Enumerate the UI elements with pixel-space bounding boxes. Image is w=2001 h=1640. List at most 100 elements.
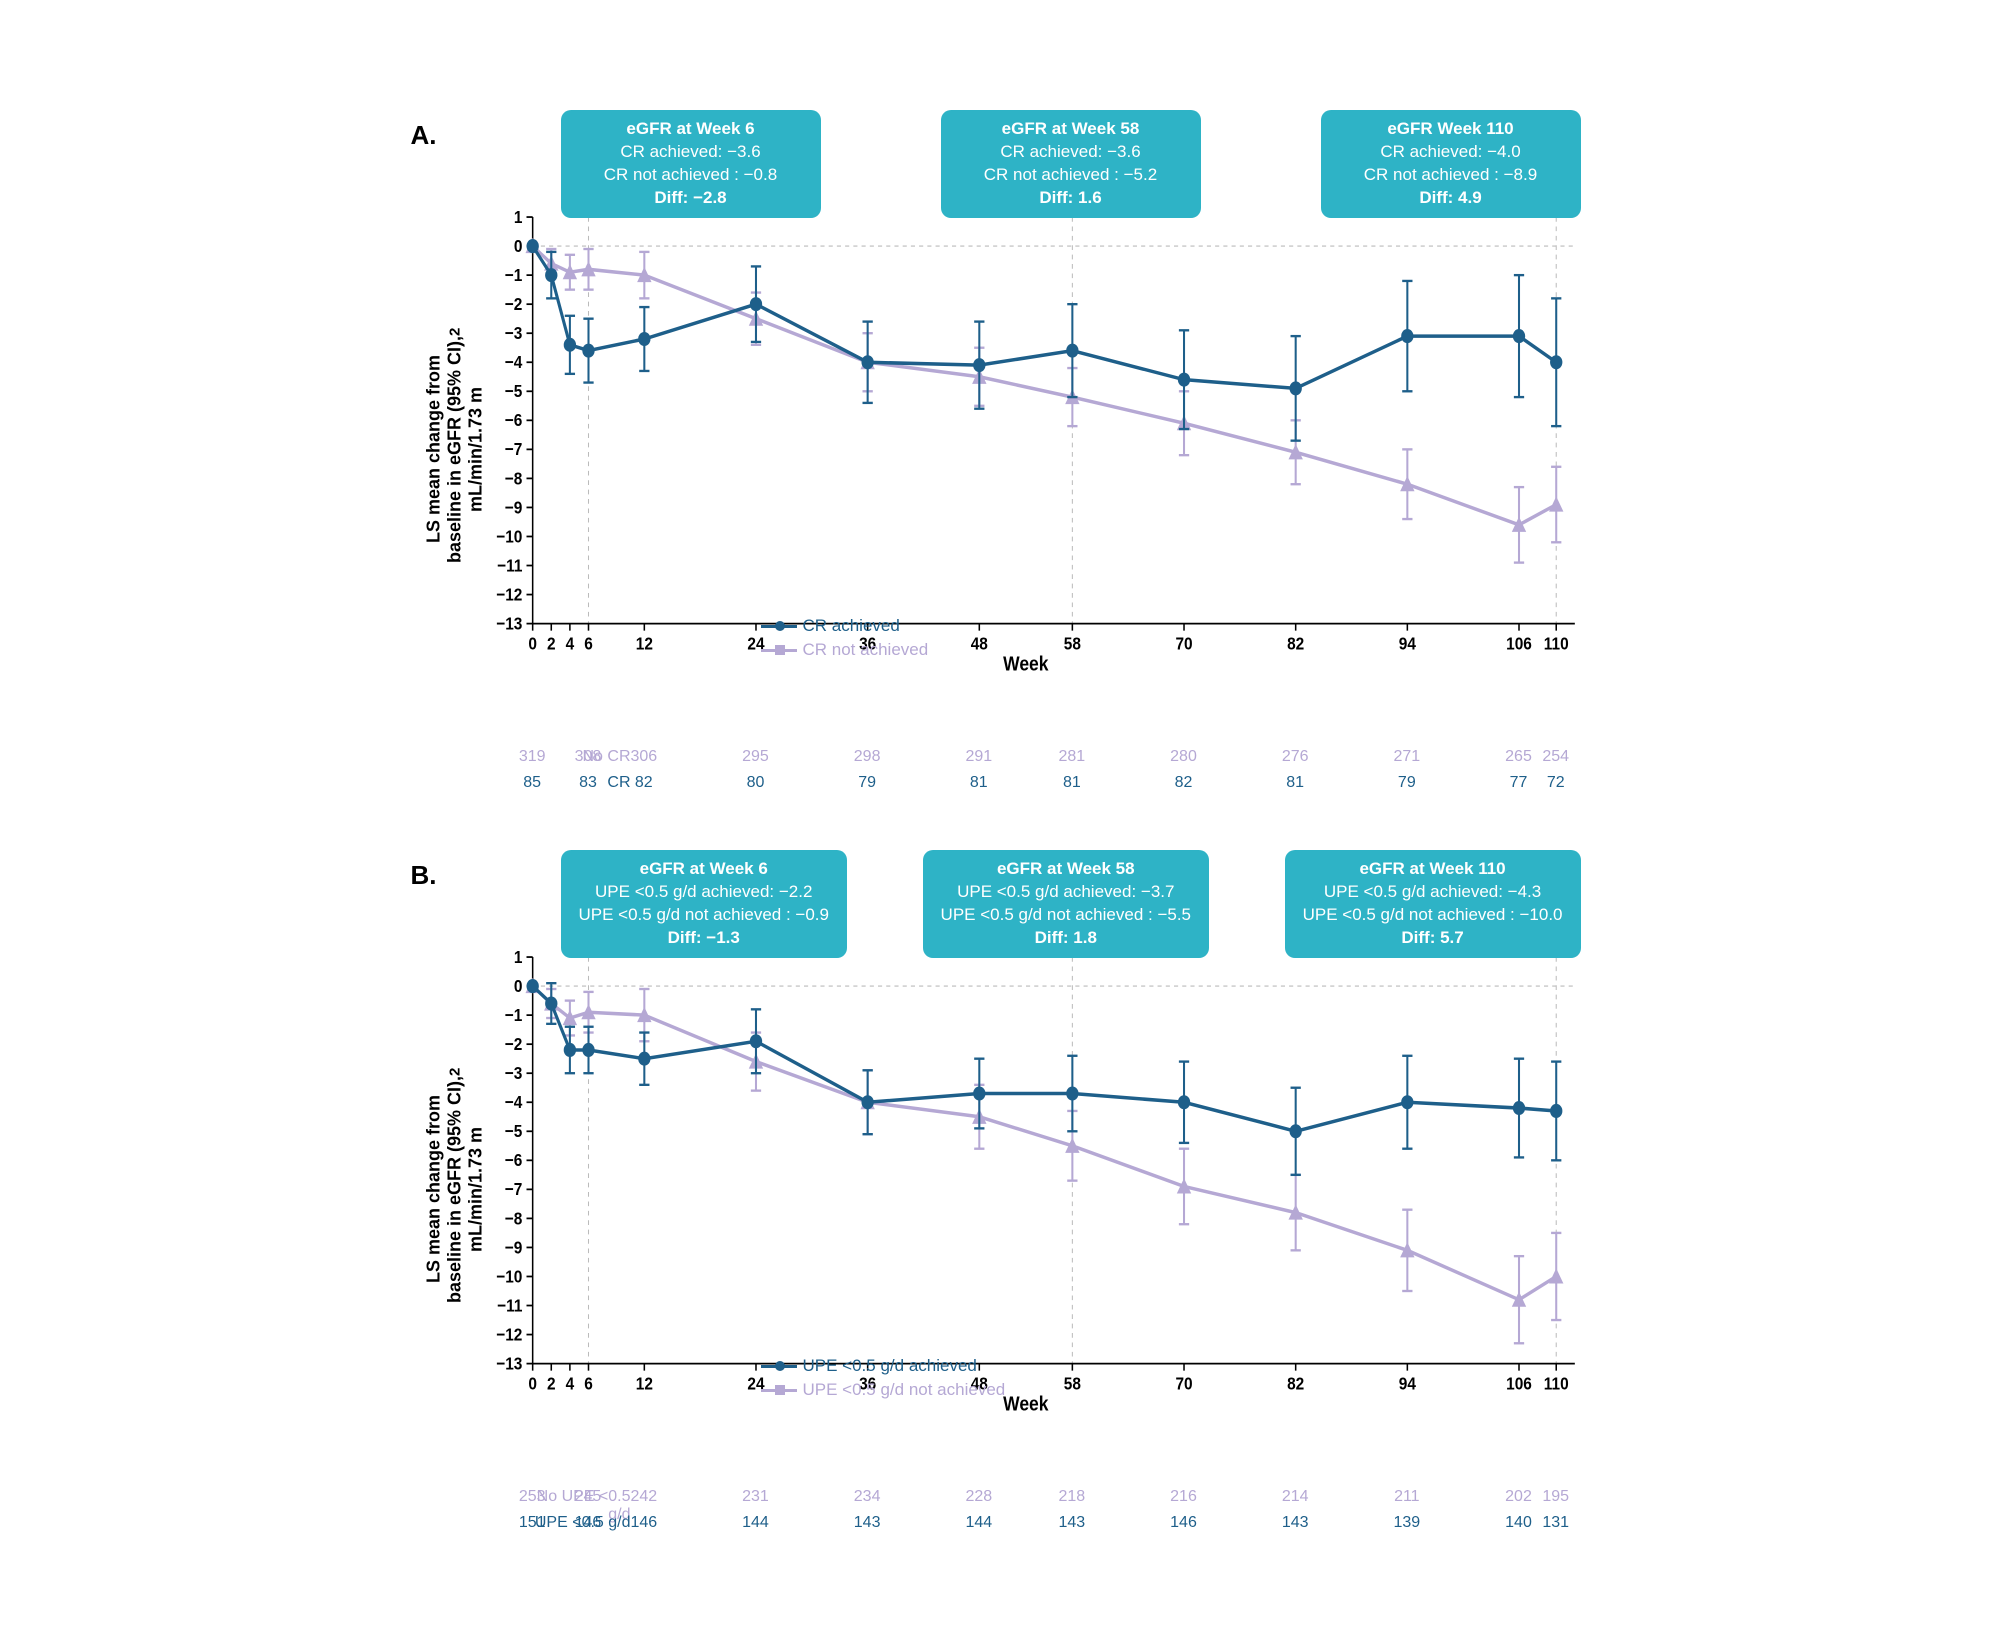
callout-title: eGFR at Week 6 [579, 858, 829, 881]
marker-circle [1401, 329, 1413, 343]
marker-circle [526, 979, 538, 993]
risk-value: 253 [510, 1488, 554, 1506]
callout-line: UPE <0.5 g/d not achieved : −10.0 [1303, 904, 1563, 927]
risk-value: 234 [845, 1488, 889, 1506]
risk-value: 82 [622, 774, 666, 792]
risk-value: 195 [1534, 1488, 1578, 1506]
callout-diff: Diff: 1.8 [941, 927, 1191, 950]
risk-value: 298 [845, 748, 889, 766]
callout-line: UPE <0.5 g/d achieved: −3.7 [941, 881, 1191, 904]
risk-value: 280 [1162, 748, 1206, 766]
y-tick-label: −6 [504, 410, 522, 430]
callout-line: CR not achieved : −0.8 [579, 164, 803, 187]
callout-line: UPE <0.5 g/d achieved: −4.3 [1303, 881, 1563, 904]
y-tick-label: −9 [504, 1237, 522, 1257]
callout: eGFR Week 110CR achieved: −4.0CR not ach… [1321, 110, 1581, 218]
marker-circle [973, 358, 985, 372]
marker-circle [638, 332, 650, 346]
x-tick-label: 70 [1175, 633, 1192, 653]
x-tick-label: 110 [1543, 1373, 1568, 1393]
marker-circle [638, 1052, 650, 1066]
legend-swatch [761, 1389, 797, 1392]
y-tick-label: −7 [504, 1179, 522, 1199]
callout-diff: Diff: 1.6 [959, 187, 1183, 210]
callout-line: CR not achieved : −5.2 [959, 164, 1183, 187]
marker-circle [749, 1034, 761, 1048]
x-tick-label: 4 [565, 633, 574, 653]
callout-line: CR achieved: −4.0 [1339, 141, 1563, 164]
risk-value: 79 [1385, 774, 1429, 792]
y-tick-label: −1 [504, 1005, 522, 1025]
risk-value: 143 [845, 1514, 889, 1532]
x-tick-label: 0 [528, 633, 537, 653]
risk-value: 295 [733, 748, 777, 766]
y-tick-label: −5 [504, 1121, 522, 1141]
panel-letter: B. [411, 860, 437, 891]
risk-row: CR858382807981818281797772 [571, 774, 1581, 800]
callout: eGFR at Week 58UPE <0.5 g/d achieved: −3… [923, 850, 1209, 958]
risk-value: 80 [733, 774, 777, 792]
panel-letter: A. [411, 120, 437, 151]
risk-value: 231 [733, 1488, 777, 1506]
risk-value: 291 [957, 748, 1001, 766]
plot-area: 10−1−2−3−4−5−6−7−8−9−10−11−12−1302461224… [471, 950, 1581, 1420]
callout-diff: Diff: −2.8 [579, 187, 803, 210]
y-tick-label: −3 [504, 1063, 522, 1083]
panel-a: A.eGFR at Week 6CR achieved: −3.6CR not … [401, 110, 1601, 810]
marker-triangle [1549, 496, 1563, 511]
y-tick-label: −4 [504, 352, 522, 372]
x-tick-label: 6 [584, 1373, 593, 1393]
marker-circle [545, 996, 557, 1010]
marker-circle [545, 268, 557, 282]
callout-line: CR achieved: −3.6 [579, 141, 803, 164]
marker-circle [1512, 329, 1524, 343]
risk-value: 306 [622, 748, 666, 766]
y-tick-label: −10 [496, 1266, 522, 1286]
risk-value: 72 [1534, 774, 1578, 792]
risk-value: 281 [1050, 748, 1094, 766]
y-tick-label: −11 [497, 555, 522, 575]
callout-diff: Diff: −1.3 [579, 927, 829, 950]
x-tick-label: 106 [1506, 633, 1532, 653]
callout-line: UPE <0.5 g/d not achieved : −0.9 [579, 904, 829, 927]
marker-circle [563, 338, 575, 352]
y-tick-label: −13 [496, 1354, 522, 1374]
callout-diff: Diff: 5.7 [1303, 927, 1563, 950]
callout-line: CR not achieved : −8.9 [1339, 164, 1563, 187]
risk-value: 83 [566, 774, 610, 792]
callout-title: eGFR at Week 6 [579, 118, 803, 141]
callout-line: UPE <0.5 g/d not achieved : −5.5 [941, 904, 1191, 927]
risk-value: 276 [1273, 748, 1317, 766]
marker-circle [1177, 1095, 1189, 1109]
risk-value: 131 [1534, 1514, 1578, 1532]
marker-circle [861, 1095, 873, 1109]
chart-svg: 10−1−2−3−4−5−6−7−8−9−10−11−12−1302461224… [471, 210, 1581, 680]
y-axis-label: LS mean change frombaseline in eGFR (95%… [431, 210, 471, 680]
risk-table: No CR31930830629529829128128027627126525… [571, 748, 1581, 800]
series-line [532, 986, 1556, 1131]
marker-circle [582, 344, 594, 358]
y-tick-label: 0 [513, 976, 522, 996]
risk-value: 214 [1273, 1488, 1317, 1506]
x-tick-label: 0 [528, 1373, 537, 1393]
y-tick-label: −3 [504, 323, 522, 343]
x-tick-label: 106 [1506, 1373, 1532, 1393]
x-tick-label: 12 [635, 1373, 652, 1393]
callout: eGFR at Week 6UPE <0.5 g/d achieved: −2.… [561, 850, 847, 958]
x-tick-label: 94 [1398, 1373, 1416, 1393]
x-axis-title: Week [1003, 653, 1049, 675]
x-tick-label: 94 [1398, 633, 1416, 653]
marker-circle [526, 239, 538, 253]
risk-value: 228 [957, 1488, 1001, 1506]
risk-value: 146 [1162, 1514, 1206, 1532]
legend-swatch [761, 649, 797, 652]
risk-value: 146 [622, 1514, 666, 1532]
legend-swatch [761, 1365, 797, 1368]
legend-label: CR not achieved [803, 640, 929, 660]
chart-svg: 10−1−2−3−4−5−6−7−8−9−10−11−12−1302461224… [471, 950, 1581, 1420]
marker-circle [1401, 1095, 1413, 1109]
risk-value: 144 [733, 1514, 777, 1532]
legend: UPE <0.5 g/d achievedUPE <0.5 g/d not ac… [761, 1354, 1006, 1402]
figure-frame: A.eGFR at Week 6CR achieved: −3.6CR not … [371, 80, 1631, 1580]
marker-circle [1066, 344, 1078, 358]
